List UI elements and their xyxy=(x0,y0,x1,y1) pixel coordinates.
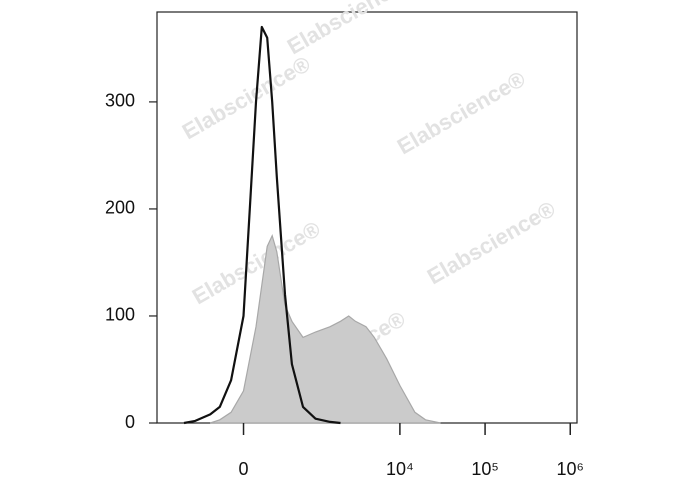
histogram-area xyxy=(210,233,441,424)
watermark: Elabscience® xyxy=(283,0,420,59)
x-tick-label: 0 xyxy=(239,459,249,479)
watermark: Elabscience® xyxy=(423,196,560,289)
y-tick-label: 100 xyxy=(105,305,135,325)
x-tick-label: 10⁶ xyxy=(557,459,584,479)
y-tick-label: 200 xyxy=(105,198,135,218)
histogram-line xyxy=(183,25,341,425)
x-tick-label: 10⁴ xyxy=(386,459,414,479)
y-tick-label: 0 xyxy=(125,412,135,432)
watermark: Elabscience® xyxy=(188,216,325,309)
watermark: Elabscience® xyxy=(393,66,530,159)
watermark: Elabscience® xyxy=(178,51,315,144)
x-tick-label: 10⁵ xyxy=(471,459,498,479)
y-tick-label: 300 xyxy=(105,91,135,111)
